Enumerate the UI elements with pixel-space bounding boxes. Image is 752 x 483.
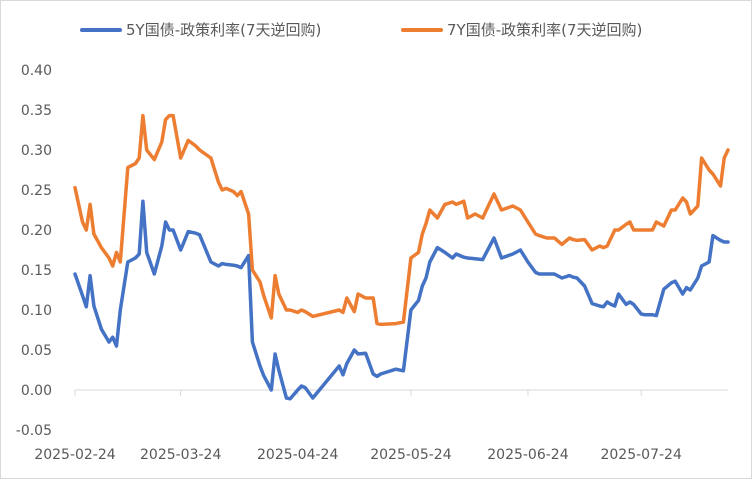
- y-tick-label: 0.15: [21, 263, 52, 279]
- x-tick-label: 2025-02-24: [34, 447, 115, 463]
- legend: 5Y国债-政策利率(7天逆回购) 7Y国债-政策利率(7天逆回购): [80, 21, 642, 39]
- series-line-2: [73, 113, 730, 327]
- y-tick-label: 0.10: [21, 303, 52, 319]
- y-axis-tick-labels: -0.05 0.00 0.05 0.10 0.15 0.20 0.25 0.30 0.35 0.4…: [16, 63, 52, 439]
- x-tick-label: 2025-05-24: [370, 447, 451, 463]
- legend-label-2: 7Y国债-政策利率(7天逆回购): [447, 21, 642, 39]
- legend-label-1: 5Y国债-政策利率(7天逆回购): [126, 21, 321, 39]
- x-tick-label: 2025-06-24: [487, 447, 568, 463]
- x-axis: 2025-02-24 2025-03-24 2025-04-24 2025-05-24…: [34, 389, 728, 463]
- x-tick-label: 2025-04-24: [257, 447, 338, 463]
- y-tick-label: 0.30: [21, 143, 52, 159]
- series-layer: [73, 113, 730, 401]
- y-tick-label: 0.00: [21, 383, 52, 399]
- y-tick-label: -0.05: [16, 423, 52, 439]
- y-tick-label: 0.20: [21, 223, 52, 239]
- x-tick-label: 2025-07-24: [600, 447, 681, 463]
- y-tick-label: 0.35: [21, 103, 52, 119]
- x-tick-label: 2025-03-24: [140, 447, 221, 463]
- series-line-1: [73, 199, 730, 401]
- y-tick-label: 0.25: [21, 183, 52, 199]
- y-tick-label: 0.40: [21, 63, 52, 79]
- y-tick-label: 0.05: [21, 343, 52, 359]
